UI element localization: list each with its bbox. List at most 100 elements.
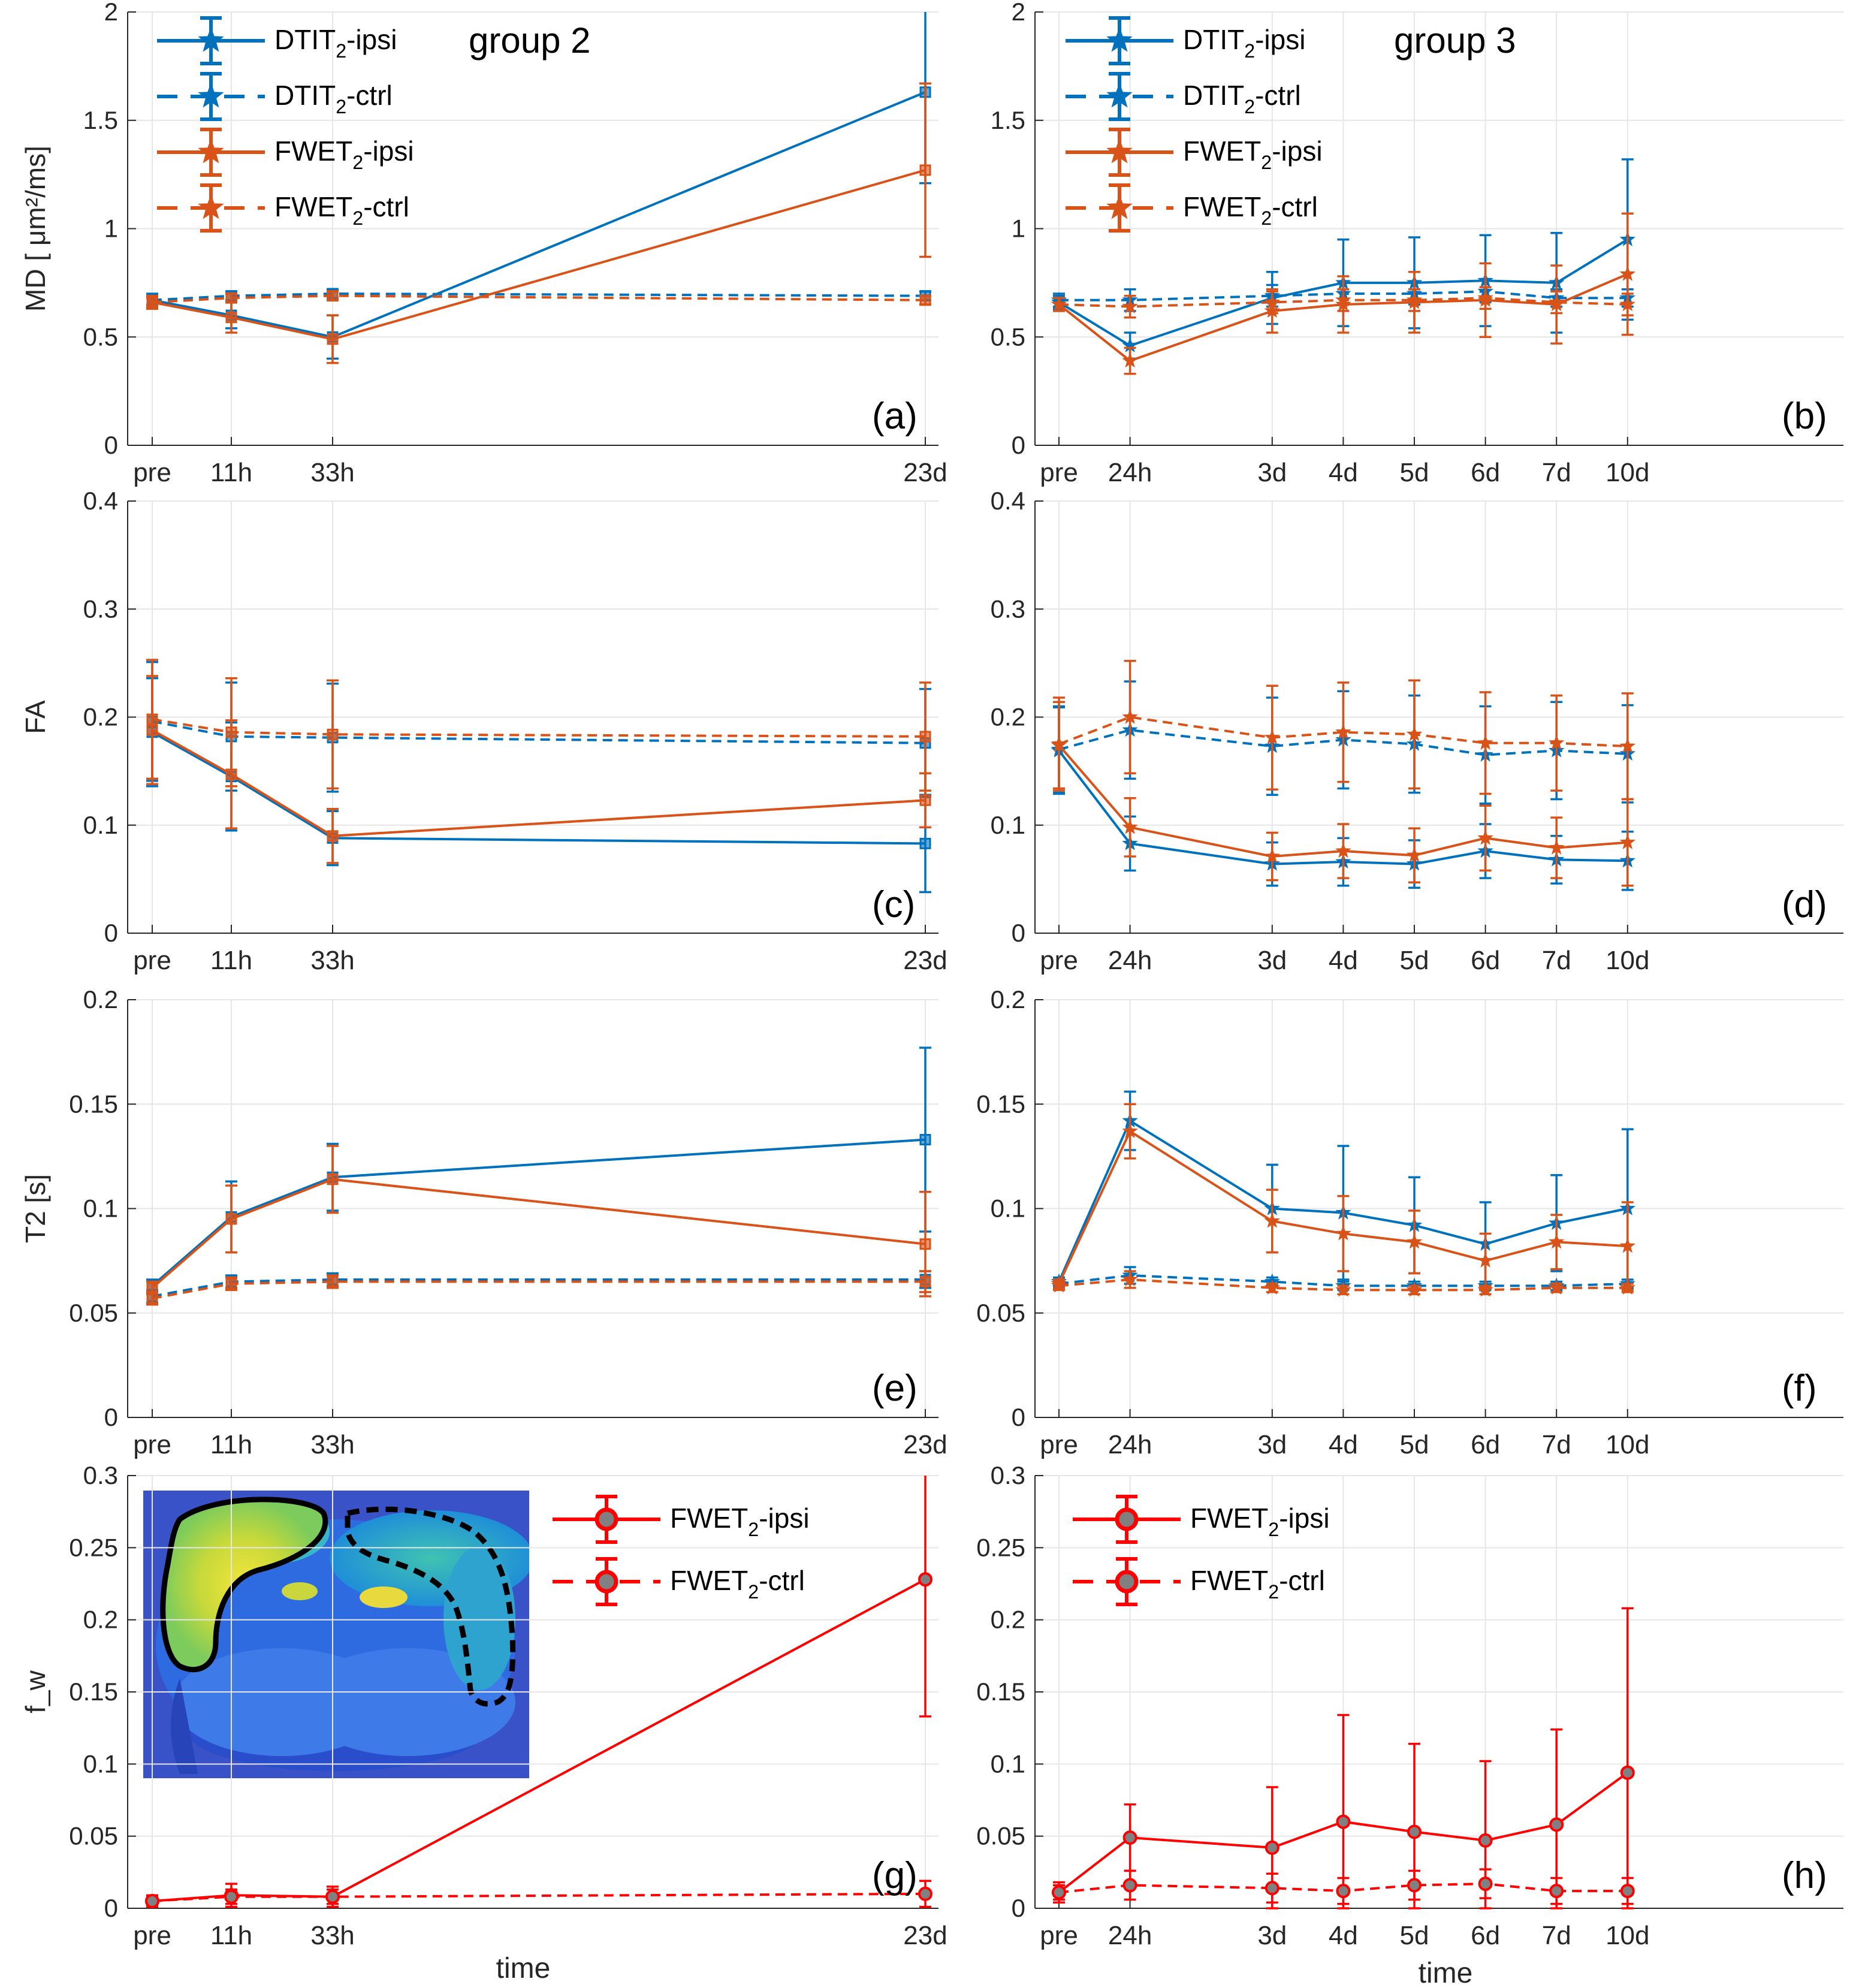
series-line (152, 731, 926, 845)
x-tick-label: 6d (1471, 946, 1500, 975)
series-a-2 (146, 82, 931, 364)
chart-panel-h: 0 0.05 0.1 0.15 0.2 0.25 0.3 pre 24h 3d 4d 5d 6d 7d 10… (976, 1461, 1843, 1988)
series-line (1059, 290, 1628, 301)
y-tick-label: 0.15 (976, 1090, 1025, 1118)
data-point (1477, 829, 1493, 845)
chart-panel-b: 0 0.5 1 1.5 2 pre 24h 3d 4d 5d 6d 7d 10d (b) DTIT2-ips… (991, 0, 1843, 487)
data-point (225, 1278, 237, 1290)
data-point (327, 1275, 339, 1287)
data-point (146, 713, 158, 725)
y-tick-label: 0.5 (991, 322, 1025, 351)
series-line (1058, 716, 1628, 748)
y-tick-label: 0.1 (991, 1194, 1025, 1223)
series-line (152, 90, 926, 339)
data-point (1549, 1817, 1564, 1832)
data-point (1620, 1765, 1635, 1780)
data-point (225, 292, 237, 304)
x-tick-label: 23d (903, 1921, 947, 1950)
y-tick-label: 0.4 (991, 487, 1025, 515)
legend-marker (594, 1570, 618, 1594)
y-tick-label: 0.4 (83, 487, 118, 515)
x-tick-label: 10d (1606, 1430, 1649, 1459)
x-tick-label: 7d (1542, 458, 1571, 487)
series-line (1058, 750, 1628, 865)
data-point (327, 333, 339, 345)
data-point (327, 1174, 339, 1185)
data-point (1051, 296, 1067, 312)
x-tick-label: pre (1040, 458, 1078, 487)
series-c-3 (146, 659, 931, 792)
y-tick-label: 0 (104, 1403, 118, 1431)
x-tick-label: 24h (1108, 1430, 1152, 1459)
x-axis-label: time (496, 1953, 551, 1984)
x-tick-label: 6d (1471, 1921, 1500, 1950)
y-tick-label: 0 (104, 919, 118, 947)
data-point (919, 794, 931, 806)
x-tick-label: pre (133, 1921, 171, 1950)
y-tick-label: 0.15 (69, 1678, 118, 1706)
y-axis-label: FA (20, 700, 51, 734)
x-tick-label: 6d (1471, 458, 1500, 487)
data-point (1335, 1225, 1351, 1241)
y-tick-label: 0.15 (976, 1678, 1025, 1706)
series-line (1058, 297, 1628, 308)
data-point (1122, 1271, 1138, 1287)
data-point (1335, 291, 1351, 307)
data-point (1548, 734, 1565, 750)
data-point (919, 294, 931, 306)
data-point (1335, 843, 1351, 858)
y-tick-label: 0.2 (991, 703, 1025, 731)
data-point (1406, 1281, 1423, 1297)
data-point (327, 290, 339, 302)
data-point (1122, 708, 1138, 724)
legend-marker (198, 27, 224, 52)
x-tick-label: 33h (310, 1430, 354, 1459)
data-point (1548, 1233, 1565, 1249)
y-axis-label: f_w (20, 1670, 51, 1713)
x-tick-label: 33h (310, 1921, 354, 1950)
legend-label: FWET2-ctrl (1190, 1565, 1325, 1603)
data-point (1264, 1280, 1281, 1295)
series-line (152, 718, 926, 738)
data-point (1619, 834, 1636, 849)
series-e-1 (146, 1270, 931, 1304)
x-tick-label: pre (133, 458, 171, 487)
data-point (1122, 1878, 1137, 1893)
y-tick-label: 0.05 (976, 1822, 1025, 1850)
x-tick-label: 23d (903, 946, 947, 975)
data-point (1407, 1878, 1422, 1893)
chart-panel-c: 0 0.1 0.2 0.3 0.4 pre 11h 33h 23d (c) FA (20, 487, 947, 975)
series-line (151, 1178, 926, 1289)
y-tick-label: 1 (1012, 215, 1025, 243)
data-point (224, 1889, 239, 1904)
y-tick-label: 0.1 (83, 811, 118, 839)
panel-label: (h) (1782, 1855, 1827, 1896)
series-line (1058, 744, 1628, 858)
x-tick-label: 33h (310, 458, 354, 487)
y-tick-label: 0.3 (83, 1461, 118, 1489)
panel-label: (b) (1782, 396, 1827, 437)
y-tick-label: 0.3 (83, 595, 118, 623)
series-line (152, 1278, 925, 1298)
panel-label: (a) (872, 396, 918, 437)
x-tick-label: 24h (1108, 946, 1152, 975)
data-point (1406, 1233, 1423, 1249)
x-tick-label: 7d (1542, 1430, 1571, 1459)
data-point (1548, 1280, 1565, 1295)
x-tick-label: 4d (1329, 1921, 1358, 1950)
series-line (1058, 1274, 1628, 1287)
x-tick-label: 5d (1400, 458, 1429, 487)
data-point (1264, 729, 1281, 744)
series-e-0 (146, 1046, 931, 1293)
y-tick-label: 0.2 (83, 1606, 118, 1634)
legend-g: FWET2-ipsi FWET2-ctrl (553, 1495, 810, 1606)
y-tick-label: 0.05 (976, 1299, 1025, 1327)
data-point (1478, 1833, 1493, 1848)
panel-label: (e) (872, 1368, 918, 1409)
legend-label: FWET2-ctrl (1183, 191, 1318, 229)
data-point (1477, 289, 1493, 305)
series-line (152, 1892, 926, 1902)
chart-panel-d: 0 0.1 0.2 0.3 0.4 pre 24h 3d 4d 5d 6d 7d 10d (d) (991, 487, 1843, 975)
data-point (1336, 1814, 1351, 1829)
legend-marker (1106, 138, 1133, 164)
